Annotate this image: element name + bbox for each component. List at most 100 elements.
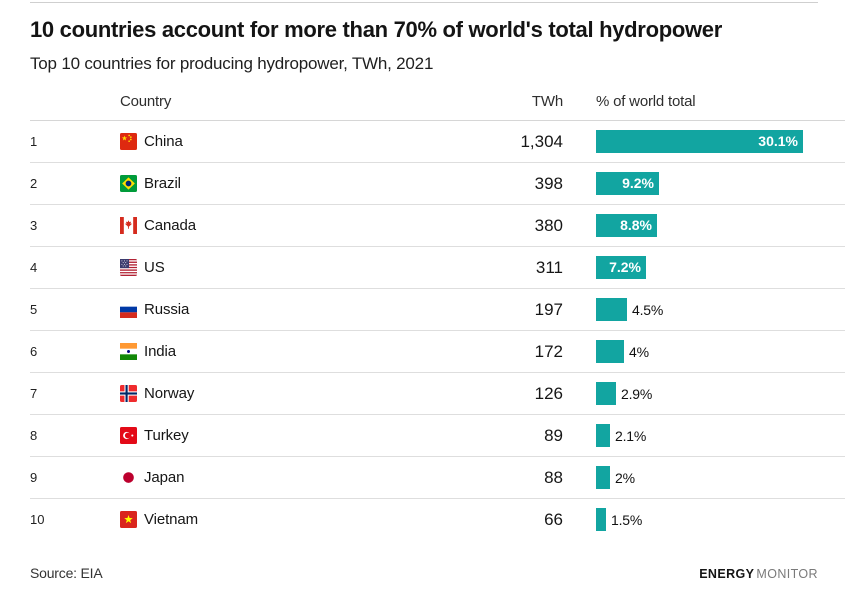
canada-flag-icon (120, 217, 137, 234)
rank-label: 8 (30, 428, 38, 443)
bar-label: 2.9% (621, 385, 653, 402)
twh-value: 380 (534, 215, 563, 235)
bar-label: 2% (615, 469, 635, 486)
country-name: Canada (144, 217, 196, 234)
twh-value: 126 (534, 383, 563, 403)
country-name: Brazil (144, 175, 181, 192)
russia-flag-icon (120, 301, 137, 318)
brand-monitor: MONITOR (756, 567, 818, 581)
bar (596, 508, 606, 531)
china-flag-icon (120, 133, 137, 150)
bar: 30.1% (596, 130, 803, 153)
rank-label: 4 (30, 260, 38, 275)
rank-label: 5 (30, 302, 38, 317)
country-cell: China (120, 133, 480, 150)
pct-bar-cell: 30.1% (563, 130, 845, 153)
header-pct: % of world total (596, 93, 696, 110)
table-row: 4 US 311 7.2% (30, 247, 845, 289)
top-divider (30, 2, 818, 3)
header-country: Country (120, 93, 172, 110)
hydropower-table: Country TWh % of world total 1 China 1,3… (0, 83, 849, 540)
energy-monitor-logo: ENERGY MONITOR (699, 567, 818, 581)
pct-bar-cell: 4.5% (563, 298, 845, 321)
pct-bar-cell: 2.9% (563, 382, 845, 405)
bar-label: 8.8% (620, 217, 652, 233)
bar-label: 7.2% (609, 259, 641, 275)
country-cell: Norway (120, 385, 480, 402)
table-row: 1 China 1,304 30.1% (30, 121, 845, 163)
india-flag-icon (120, 343, 137, 360)
twh-value: 1,304 (520, 131, 563, 151)
bar-label: 9.2% (622, 175, 654, 191)
bar (596, 340, 624, 363)
rank-label: 6 (30, 344, 38, 359)
bar (596, 466, 610, 489)
bar-label: 2.1% (615, 427, 647, 444)
bar-label: 30.1% (758, 133, 798, 149)
bar (596, 298, 627, 321)
pct-bar-cell: 1.5% (563, 508, 845, 531)
country-cell: US (120, 259, 480, 276)
bar (596, 424, 610, 447)
vietnam-flag-icon (120, 511, 137, 528)
country-cell: Canada (120, 217, 480, 234)
header-twh: TWh (531, 93, 563, 110)
pct-bar-cell: 2% (563, 466, 845, 489)
brand-energy: ENERGY (699, 567, 755, 581)
country-cell: Turkey (120, 427, 480, 444)
country-cell: Japan (120, 469, 480, 486)
table-row: 7 Norway 126 2.9% (30, 373, 845, 415)
country-name: US (144, 259, 165, 276)
page-subtitle: Top 10 countries for producing hydropowe… (30, 54, 434, 73)
bar: 7.2% (596, 256, 646, 279)
twh-value: 311 (535, 257, 563, 277)
bar-label: 4.5% (632, 301, 664, 318)
rank-label: 3 (30, 218, 38, 233)
country-name: Russia (144, 301, 190, 318)
rank-label: 1 (30, 134, 38, 149)
country-cell: Vietnam (120, 511, 480, 528)
country-name: China (144, 133, 183, 150)
table-row: 10 Vietnam 66 1.5% (30, 499, 845, 540)
pct-bar-cell: 7.2% (563, 256, 845, 279)
us-flag-icon (120, 259, 137, 276)
rank-label: 9 (30, 470, 38, 485)
twh-value: 398 (534, 173, 563, 193)
country-name: Norway (144, 385, 195, 402)
chart-header: 10 countries account for more than 70% o… (0, 3, 849, 74)
pct-bar-cell: 8.8% (563, 214, 845, 237)
bar (596, 382, 616, 405)
brazil-flag-icon (120, 175, 137, 192)
country-name: Japan (144, 469, 185, 486)
pct-bar-cell: 2.1% (563, 424, 845, 447)
country-cell: Russia (120, 301, 480, 318)
twh-value: 88 (544, 467, 563, 487)
bar: 9.2% (596, 172, 659, 195)
table-row: 5 Russia 197 4.5% (30, 289, 845, 331)
country-name: Turkey (144, 427, 189, 444)
table-row: 9 Japan 88 2% (30, 457, 845, 499)
twh-value: 66 (544, 509, 563, 529)
page-title: 10 countries account for more than 70% o… (30, 17, 722, 42)
rank-label: 7 (30, 386, 38, 401)
table-row: 3 Canada 380 8.8% (30, 205, 845, 247)
source-note: Source: EIA (30, 565, 103, 581)
twh-value: 197 (534, 299, 563, 319)
bar: 8.8% (596, 214, 657, 237)
rank-label: 10 (30, 512, 45, 527)
table-header-row: Country TWh % of world total (30, 83, 845, 121)
table-row: 6 India 172 4% (30, 331, 845, 373)
twh-value: 89 (544, 425, 563, 445)
bar-label: 4% (629, 343, 649, 360)
country-name: Vietnam (144, 511, 199, 528)
pct-bar-cell: 9.2% (563, 172, 845, 195)
country-cell: India (120, 343, 480, 360)
table-row: 8 Turkey 89 2.1% (30, 415, 845, 457)
country-name: India (144, 343, 177, 360)
country-cell: Brazil (120, 175, 480, 192)
turkey-flag-icon (120, 427, 137, 444)
norway-flag-icon (120, 385, 137, 402)
japan-flag-icon (120, 469, 137, 486)
chart-footer: Source: EIA ENERGY MONITOR (30, 565, 818, 581)
bar-label: 1.5% (611, 511, 643, 528)
